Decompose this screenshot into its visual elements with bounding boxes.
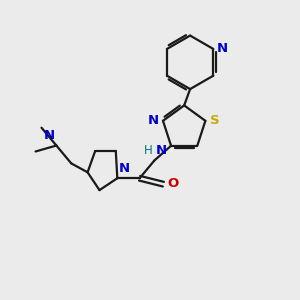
- Text: O: O: [167, 177, 179, 190]
- Text: S: S: [209, 114, 219, 127]
- Text: H: H: [144, 144, 153, 157]
- Text: N: N: [44, 129, 55, 142]
- Text: N: N: [217, 42, 228, 55]
- Text: N: N: [119, 162, 130, 175]
- Text: N: N: [155, 144, 167, 157]
- Text: N: N: [148, 114, 159, 127]
